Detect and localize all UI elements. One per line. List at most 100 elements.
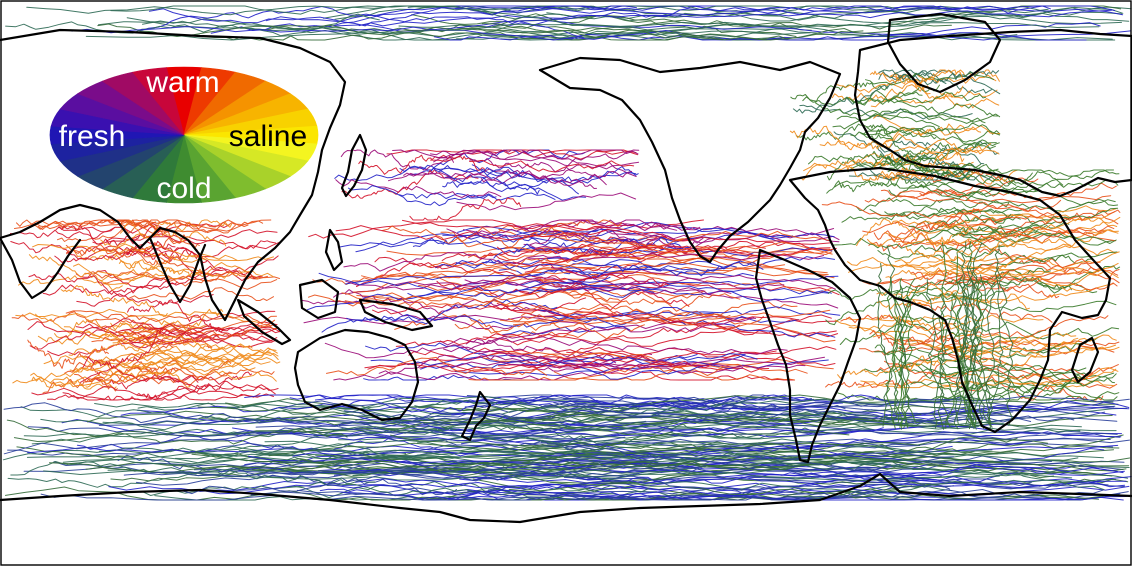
trajectory-line (819, 133, 992, 154)
trajectory-line (338, 396, 962, 427)
trajectory-line (104, 273, 278, 290)
trajectory-line (100, 231, 227, 248)
coast-philippines (324, 228, 344, 272)
trajectory-line (399, 164, 526, 179)
trajectory-line (848, 171, 999, 181)
trajectory-line (496, 243, 664, 257)
coast-south-america (754, 248, 862, 464)
trajectory-line (344, 295, 731, 326)
trajectory-line (333, 459, 1125, 476)
trajectory-line (82, 344, 279, 364)
trajectory-line (821, 201, 1055, 223)
trajectory-line (853, 84, 940, 106)
coast-africa (788, 166, 1112, 434)
trajectory-line (324, 317, 755, 359)
trajectory-line (802, 91, 923, 106)
trajectory-line (31, 387, 261, 401)
trajectory-line (427, 250, 660, 268)
trajectory-line (521, 431, 1122, 463)
color-legend: warm fresh saline cold (49, 66, 319, 205)
trajectory-line (76, 434, 493, 457)
trajectory-line (97, 351, 279, 369)
trajectory-line (126, 287, 274, 301)
trajectory-line (71, 26, 1087, 41)
coast-india (148, 236, 207, 304)
trajectory-line (855, 197, 1010, 211)
trajectory-line (398, 15, 1122, 37)
trajectory-line (933, 293, 947, 429)
trajectory-line (825, 363, 941, 388)
trajectory-line (340, 149, 454, 171)
trajectory-line (836, 108, 986, 124)
trajectory-line (926, 278, 945, 430)
trajectory-line (937, 258, 1101, 284)
trajectory-line (836, 74, 997, 93)
trajectory-line (343, 250, 608, 272)
coast-sumatra (236, 298, 292, 346)
trajectory-line (166, 467, 668, 495)
trajectory-line (120, 219, 232, 238)
trajectory-line (885, 277, 902, 425)
trajectory-line (446, 219, 701, 239)
coast-asia (0, 28, 347, 322)
trajectory-line (124, 330, 213, 349)
trajectory-line (439, 336, 788, 355)
trajectory-layer (2, 5, 1132, 501)
trajectory-line (478, 350, 806, 369)
trajectory-line (345, 279, 732, 296)
trajectory-line (445, 439, 891, 472)
trajectory-line (28, 272, 178, 295)
trajectory-line (442, 231, 794, 245)
trajectory-line (877, 263, 893, 427)
trajectory-line (416, 407, 1127, 444)
trajectory-line (308, 287, 583, 307)
trajectory-line (378, 354, 617, 375)
coast-greenland (886, 12, 1002, 94)
coast-newzealand (460, 390, 492, 442)
trajectory-line (869, 329, 961, 347)
trajectory-line (312, 267, 517, 285)
color-wheel-wedge (132, 67, 185, 136)
trajectory-line (541, 309, 832, 326)
legend-label-fresh: fresh (59, 120, 126, 153)
trajectory-line (965, 169, 1120, 201)
trajectory-line (442, 177, 540, 195)
trajectory-line (886, 288, 909, 429)
trajectory-line (307, 287, 655, 311)
trajectory-line (74, 367, 233, 383)
trajectory-line (815, 102, 940, 128)
trajectory-line (827, 288, 992, 302)
trajectory-line (238, 460, 1132, 484)
trajectory-line (264, 439, 1104, 459)
trajectory-line (966, 242, 991, 425)
coast-eurasia (853, 28, 1132, 198)
trajectory-line (388, 171, 607, 186)
trajectory-line (904, 302, 1053, 323)
trajectory-line (970, 285, 994, 428)
trajectory-line (11, 311, 219, 337)
trajectory-line (948, 376, 1104, 401)
trajectory-line (313, 397, 758, 437)
trajectory-line (872, 150, 970, 179)
trajectory-line (367, 360, 709, 376)
trajectory-line (905, 240, 1001, 264)
trajectory-line (418, 491, 1127, 501)
trajectory-line (49, 459, 907, 474)
trajectory-line (112, 336, 271, 362)
trajectory-line (859, 128, 997, 146)
trajectory-line (876, 314, 972, 331)
trajectory-line (964, 271, 1072, 302)
legend-label-cold: cold (156, 172, 211, 205)
trajectory-line (85, 371, 191, 388)
trajectory-line (958, 204, 1119, 225)
trajectory-line (935, 223, 1039, 236)
trajectory-line (60, 285, 168, 317)
trajectory-line (877, 218, 1069, 260)
trajectory-line (950, 292, 974, 427)
trajectory-line (422, 413, 922, 429)
trajectory-line (390, 434, 1049, 450)
trajectory-line (894, 251, 1120, 270)
trajectory-line (886, 245, 910, 429)
trajectory-line (878, 70, 1000, 82)
trajectory-line (265, 5, 1116, 23)
